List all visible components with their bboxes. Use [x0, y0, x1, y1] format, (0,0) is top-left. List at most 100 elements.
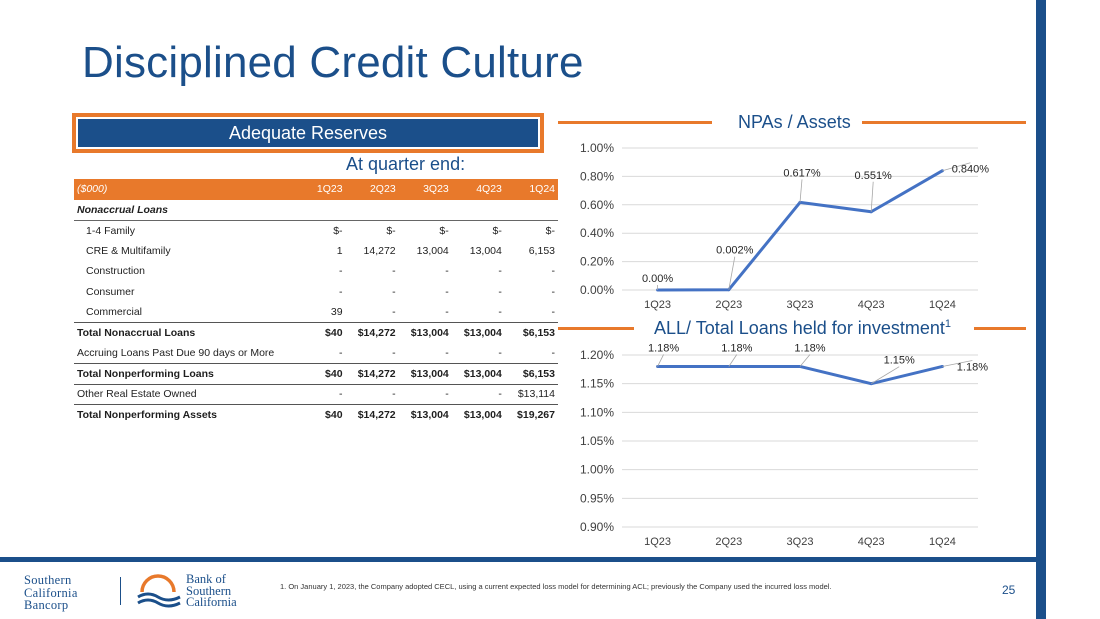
table-total-row: Total Nonaccrual Loans $40 $14,272 $13,0… — [74, 322, 558, 343]
data-label: 1.18% — [648, 342, 679, 354]
table-cell: - — [445, 285, 449, 298]
data-label: 1.15% — [884, 355, 915, 367]
logo-line: California — [24, 585, 78, 600]
table-cell: - — [498, 285, 502, 298]
y-tick-label: 0.95% — [580, 491, 614, 505]
table-cell: - — [392, 265, 396, 278]
quarter-end-label: At quarter end: — [346, 154, 466, 174]
table-row: 1-4 Family $- $- $- $- $- — [74, 220, 558, 241]
table-row: Other Real Estate Owned - - - - $13,114 — [74, 384, 558, 405]
right-accent-bar — [1036, 0, 1046, 619]
header-rule-right — [974, 327, 1026, 330]
logo-line: Southern — [24, 573, 72, 587]
npa-assets-chart: 0.00% 0.20% 0.40% 0.60% 0.80% 1.00% 1Q23 2Q23 3Q… — [580, 141, 990, 311]
table-cell: - — [292, 343, 346, 364]
all-chart-title: ALL/ Total Loans held for investment1 — [654, 318, 951, 339]
logo-line: Bancorp — [24, 598, 69, 612]
table-cell: - — [339, 265, 343, 278]
table-cell: - — [392, 306, 396, 318]
table-cell: $13,004 — [463, 409, 502, 421]
table-section-row: Nonaccrual Loans — [74, 199, 558, 221]
row-label: Total Nonaccrual Loans — [74, 322, 293, 343]
table-header-cell: ($000) — [74, 179, 293, 200]
nonperforming-assets-table: ($000) 1Q23 2Q23 3Q23 4Q23 1Q24 Nonaccru… — [74, 179, 558, 425]
table-cell: - — [445, 306, 449, 318]
leader-line — [942, 162, 971, 172]
row-label: Commercial — [86, 306, 143, 318]
y-tick-label: 1.20% — [580, 348, 614, 362]
header-rule-left — [558, 327, 634, 330]
table-cell: - — [551, 306, 556, 318]
table-cell: $13,004 — [398, 363, 452, 385]
table-cell: 14,272 — [363, 244, 396, 257]
x-tick-label: 3Q23 — [787, 536, 814, 548]
y-tick-label: 0.00% — [580, 283, 614, 297]
table-cell: $14,272 — [345, 363, 399, 385]
y-tick-label: 0.60% — [580, 198, 614, 212]
all-total-loans-chart: 0.90% 0.95% 1.00% 1.05% 1.10% 1.15% 1.20% 1Q23 2… — [580, 342, 988, 548]
header-rule-right — [862, 121, 1026, 124]
table-cell: - — [498, 306, 502, 318]
logo-line: Bank of — [186, 572, 226, 586]
leader-line — [728, 256, 736, 290]
table-cell: 13,004 — [416, 244, 449, 257]
table-cell: $13,004 — [398, 322, 452, 343]
table-header-row: ($000) 1Q23 2Q23 3Q23 4Q23 1Q24 — [74, 179, 558, 200]
table-cell: $14,272 — [345, 322, 399, 343]
data-label: 1.18% — [794, 342, 825, 354]
table-header-cell: 1Q23 — [292, 179, 346, 200]
table-cell: - — [392, 285, 396, 298]
footnote-marker: 1 — [944, 318, 951, 330]
footer-rule — [0, 557, 1036, 562]
x-tick-label: 4Q23 — [858, 299, 885, 311]
y-tick-label: 0.80% — [580, 169, 614, 183]
x-tick-label: 2Q23 — [715, 299, 742, 311]
table-cell: 13,004 — [469, 244, 502, 257]
logo-line: Southern — [186, 583, 232, 598]
data-label: 0.617% — [783, 167, 821, 179]
table-cell: $13,004 — [451, 322, 505, 343]
y-tick-label: 1.10% — [580, 405, 614, 419]
table-row: Construction - - - - - — [74, 261, 558, 282]
logo-line: California — [186, 595, 237, 609]
data-label: 0.002% — [716, 245, 754, 257]
table-cell: - — [498, 265, 502, 278]
x-tick-label: 1Q23 — [644, 536, 671, 548]
data-label: 1.18% — [957, 361, 988, 373]
table-cell: $- — [492, 224, 502, 237]
leader-line — [870, 181, 874, 212]
table-cell: - — [398, 343, 452, 364]
x-tick-label: 4Q23 — [858, 536, 885, 548]
table-cell: - — [551, 265, 556, 278]
data-label: 1.18% — [721, 342, 752, 354]
y-tick-label: 0.40% — [580, 226, 614, 240]
table-cell: 39 — [330, 306, 343, 318]
table-row: CRE & Multifamily 1 14,272 13,004 13,004… — [74, 241, 558, 262]
footnote: 1. On January 1, 2023, the Company adopt… — [280, 582, 832, 591]
logo-text: Bank of Southern California — [186, 572, 237, 609]
table-cell: $40 — [292, 363, 346, 385]
data-label: 0.840% — [952, 164, 990, 176]
x-tick-label: 1Q23 — [644, 299, 671, 311]
row-label: 1-4 Family — [86, 224, 136, 237]
table-cell: - — [445, 265, 449, 278]
table-cell: $6,153 — [504, 363, 558, 385]
npa-chart-title: NPAs / Assets — [738, 112, 851, 132]
table-row: Accruing Loans Past Due 90 days or More … — [74, 343, 558, 364]
y-tick-label: 1.00% — [580, 463, 614, 477]
table-header-cell: 3Q23 — [398, 179, 452, 200]
data-point — [656, 364, 660, 368]
table-cell: $- — [333, 224, 343, 237]
row-label: Accruing Loans Past Due 90 days or More — [74, 343, 293, 364]
table-total-row: Total Nonperforming Assets $40 $14,272 $… — [74, 405, 558, 426]
data-label: 0.00% — [642, 273, 673, 285]
series-line — [657, 364, 943, 386]
table-cell: - — [398, 384, 452, 405]
table-cell: $13,004 — [451, 363, 505, 385]
leader-line — [728, 354, 738, 367]
table-cell: - — [504, 343, 558, 364]
leader-line — [942, 360, 973, 367]
row-label: Consumer — [86, 285, 135, 298]
row-label: Total Nonperforming Assets — [77, 409, 218, 421]
table-cell: $14,272 — [357, 409, 396, 421]
